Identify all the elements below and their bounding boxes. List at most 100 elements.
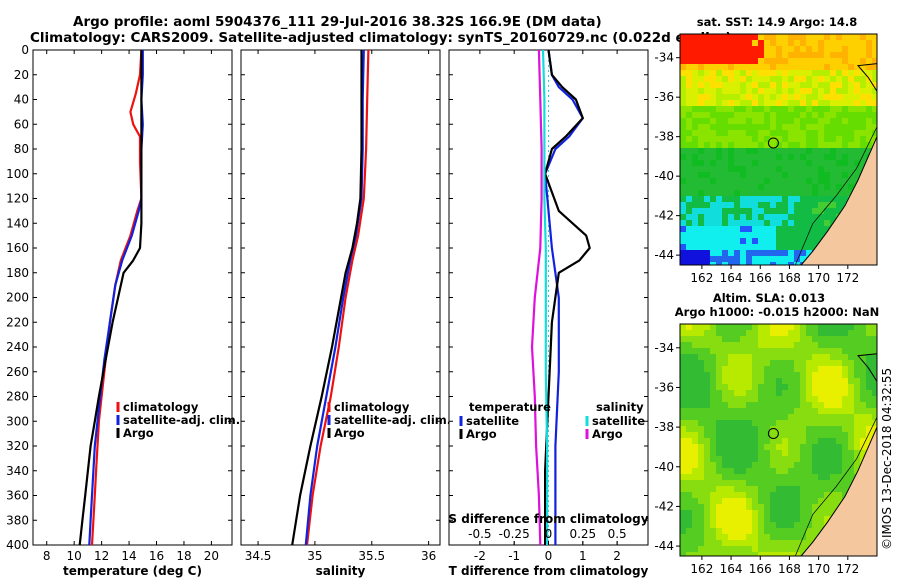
sla-map-cell bbox=[848, 360, 854, 366]
sst-map-cell bbox=[866, 88, 872, 94]
sst-map-cell bbox=[758, 64, 764, 70]
sla-map-cell bbox=[854, 468, 860, 474]
sla-map-cell bbox=[788, 426, 794, 432]
sst-map-cell bbox=[842, 46, 848, 52]
sst-map-cell bbox=[758, 160, 764, 166]
sla-map-cell bbox=[776, 546, 782, 552]
sst-map-cell bbox=[710, 88, 716, 94]
sst-map-cell bbox=[722, 232, 728, 238]
sla-map-cell bbox=[704, 384, 710, 390]
sla-map-cell bbox=[782, 360, 788, 366]
sla-map-cell bbox=[704, 402, 710, 408]
sla-map-cell bbox=[836, 342, 842, 348]
sst-map-cell bbox=[782, 202, 788, 208]
sla-map-cell bbox=[704, 468, 710, 474]
sla-map-cell bbox=[752, 480, 758, 486]
sst-map-cell bbox=[758, 214, 764, 220]
sst-map-cell bbox=[680, 34, 686, 40]
sla-map-cell bbox=[818, 456, 824, 462]
sla-map-cell bbox=[800, 408, 806, 414]
sst-map-cell bbox=[752, 142, 758, 148]
sla-map-cell bbox=[728, 420, 734, 426]
sla-map-cell bbox=[710, 414, 716, 420]
sla-map-cell bbox=[842, 372, 848, 378]
sla-map-cell bbox=[830, 456, 836, 462]
sst-map-cell bbox=[770, 232, 776, 238]
sla-map-cell bbox=[776, 480, 782, 486]
sst-map-cell bbox=[704, 142, 710, 148]
sst-map-cell bbox=[728, 250, 734, 256]
sst-map-cell bbox=[728, 208, 734, 214]
sla-map-cell bbox=[848, 354, 854, 360]
sst-map-cell bbox=[866, 64, 872, 70]
sla-map-cell bbox=[806, 342, 812, 348]
sst-map-cell bbox=[800, 76, 806, 82]
sst-map-cell bbox=[728, 190, 734, 196]
sla-map-cell bbox=[848, 408, 854, 414]
sst-map-cell bbox=[770, 196, 776, 202]
sst-map-cell bbox=[680, 118, 686, 124]
sst-map-cell bbox=[842, 160, 848, 166]
sst-map-cell bbox=[728, 232, 734, 238]
sla-map-cell bbox=[752, 372, 758, 378]
sst-map-cell bbox=[698, 226, 704, 232]
sla-map-cell bbox=[782, 414, 788, 420]
sla-map-cell bbox=[698, 396, 704, 402]
sla-map-cell bbox=[686, 468, 692, 474]
sla-map-cell bbox=[854, 456, 860, 462]
sla-map-cell bbox=[680, 534, 686, 540]
sla-map-cell bbox=[710, 360, 716, 366]
sla-map-cell bbox=[794, 486, 800, 492]
sst-map-cell bbox=[752, 46, 758, 52]
sst-map-cell bbox=[758, 196, 764, 202]
sla-map-cell bbox=[776, 516, 782, 522]
sla-map-cell bbox=[710, 330, 716, 336]
sla-map-cell bbox=[806, 372, 812, 378]
sst-map-cell bbox=[764, 58, 770, 64]
sla-map-cell bbox=[782, 402, 788, 408]
sla-map-cell bbox=[806, 444, 812, 450]
sla-map-cell bbox=[758, 378, 764, 384]
sst-map-cell bbox=[746, 112, 752, 118]
sst-map-cell bbox=[686, 40, 692, 46]
sst-map-cell bbox=[716, 94, 722, 100]
sla-map-cell bbox=[770, 528, 776, 534]
sla-map-cell bbox=[776, 408, 782, 414]
sst-map-cell bbox=[800, 106, 806, 112]
sla-map-cell bbox=[692, 492, 698, 498]
sla-map-cell bbox=[836, 378, 842, 384]
sla-map-cell bbox=[842, 408, 848, 414]
sla-map-cell bbox=[788, 438, 794, 444]
sst-map-cell bbox=[704, 136, 710, 142]
sst-map-cell bbox=[734, 208, 740, 214]
sla-map-cell bbox=[800, 456, 806, 462]
sla-map-cell bbox=[776, 534, 782, 540]
sst-map-cell bbox=[728, 148, 734, 154]
sst-map-cell bbox=[716, 256, 722, 262]
sst-map-cell bbox=[716, 100, 722, 106]
sst-map-cell bbox=[860, 88, 866, 94]
sst-map-cell bbox=[740, 148, 746, 154]
sst-map-depth-contour bbox=[794, 126, 878, 266]
figure-title-line2: Climatology: CARS2009. Satellite-adjuste… bbox=[30, 30, 732, 46]
sla-map-cell bbox=[758, 420, 764, 426]
sst-map-cell bbox=[704, 46, 710, 52]
sla-map-cell bbox=[728, 354, 734, 360]
sst-map-cell bbox=[704, 262, 710, 265]
sla-map-cell bbox=[716, 480, 722, 486]
sla-map-cell bbox=[746, 360, 752, 366]
sst-map-cell bbox=[704, 166, 710, 172]
sst-map-cell bbox=[722, 244, 728, 250]
sst-map-cell bbox=[860, 46, 866, 52]
sla-map-cell bbox=[704, 534, 710, 540]
sla-map-cell bbox=[710, 534, 716, 540]
sla-map-cell bbox=[788, 528, 794, 534]
sla-map-cell bbox=[710, 384, 716, 390]
sst-map-cell bbox=[692, 190, 698, 196]
sla-map-cell bbox=[788, 498, 794, 504]
sla-map-cell bbox=[836, 372, 842, 378]
sla-map-cell bbox=[716, 324, 722, 330]
sst-map-cell bbox=[710, 190, 716, 196]
sla-map-cell bbox=[686, 420, 692, 426]
sst-map-cell bbox=[800, 232, 806, 238]
